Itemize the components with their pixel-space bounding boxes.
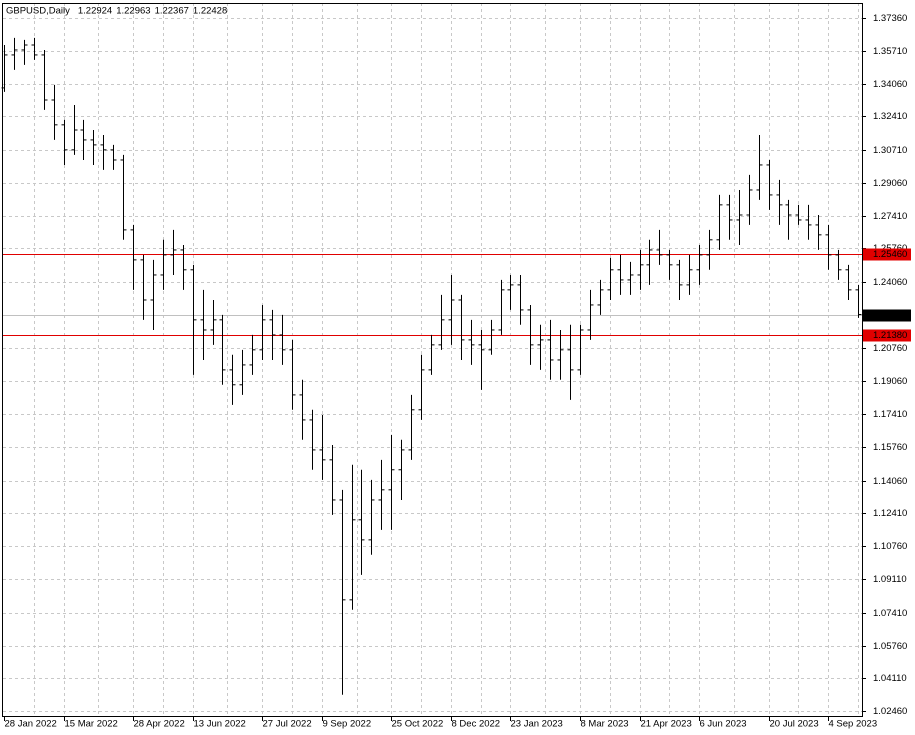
y-tick-label: 1.05760 (873, 641, 907, 652)
y-tick-label: 1.35710 (873, 46, 907, 57)
y-tick-label: 1.02460 (873, 706, 907, 717)
level-label: 1.21380 (873, 330, 907, 341)
y-tick-label: 1.37360 (873, 13, 907, 24)
y-tick-label: 1.30710 (873, 145, 907, 156)
y-tick-label: 1.04110 (873, 673, 907, 684)
header-value: 1.22428 (193, 6, 227, 17)
plot-frame (2, 3, 863, 717)
header-value: 1.22924 (78, 6, 112, 17)
level-label-box (863, 329, 911, 342)
y-tick-label: 1.10760 (873, 541, 907, 552)
y-tick-label: 1.20760 (873, 343, 907, 354)
level-label-box (863, 309, 911, 322)
y-tick-label: 1.09110 (873, 574, 907, 585)
chart-title: GBPUSD,Daily (6, 6, 70, 17)
x-tick-label: 8 Dec 2022 (452, 719, 501, 730)
levels (3, 254, 862, 336)
y-tick-label: 1.17410 (873, 409, 907, 420)
x-tick-label: 21 Apr 2023 (641, 719, 692, 730)
y-tick-label: 1.15760 (873, 442, 907, 453)
x-tick-label: 27 Jul 2022 (263, 719, 312, 730)
x-tick-label: 4 Sep 2023 (829, 719, 878, 730)
y-tick-label: 1.32410 (873, 111, 907, 122)
x-tick-label: 8 Mar 2023 (581, 719, 629, 730)
header-value: 1.22367 (155, 6, 189, 17)
y-tick-label: 1.19060 (873, 376, 907, 387)
y-tick-label: 1.12410 (873, 508, 907, 519)
x-tick-label: 23 Jan 2023 (511, 719, 563, 730)
x-tick-label: 20 Jul 2023 (770, 719, 819, 730)
header: GBPUSD,Daily 1.22924 1.22963 1.22367 1.2242… (6, 6, 227, 17)
y-tick-label: 1.27410 (873, 211, 907, 222)
x-tick-label: 28 Jan 2022 (5, 719, 57, 730)
header-value: 1.22963 (116, 6, 150, 17)
y-tick-label: 1.29060 (873, 178, 907, 189)
y-tick-label: 1.07410 (873, 608, 907, 619)
level-label: 1.22428 (873, 310, 907, 321)
level-label: 1.25460 (873, 249, 907, 260)
x-tick-label: 25 Oct 2022 (392, 719, 444, 730)
x-tick-label: 15 Mar 2022 (65, 719, 118, 730)
axes: 1.37360 1.35710 1.34060 1.32410 1.30710 1.290… (4, 13, 911, 730)
y-tick-label: 1.24060 (873, 277, 907, 288)
x-tick-label: 6 Jun 2023 (700, 719, 747, 730)
x-tick-label: 28 Apr 2022 (134, 719, 185, 730)
x-tick-label: 9 Sep 2022 (323, 719, 372, 730)
y-tick-label: 1.34060 (873, 79, 907, 90)
level-label-box (863, 248, 911, 261)
bars (1, 37, 862, 695)
y-tick-label: 1.14060 (873, 476, 907, 487)
x-tick-label: 13 Jun 2022 (194, 719, 246, 730)
